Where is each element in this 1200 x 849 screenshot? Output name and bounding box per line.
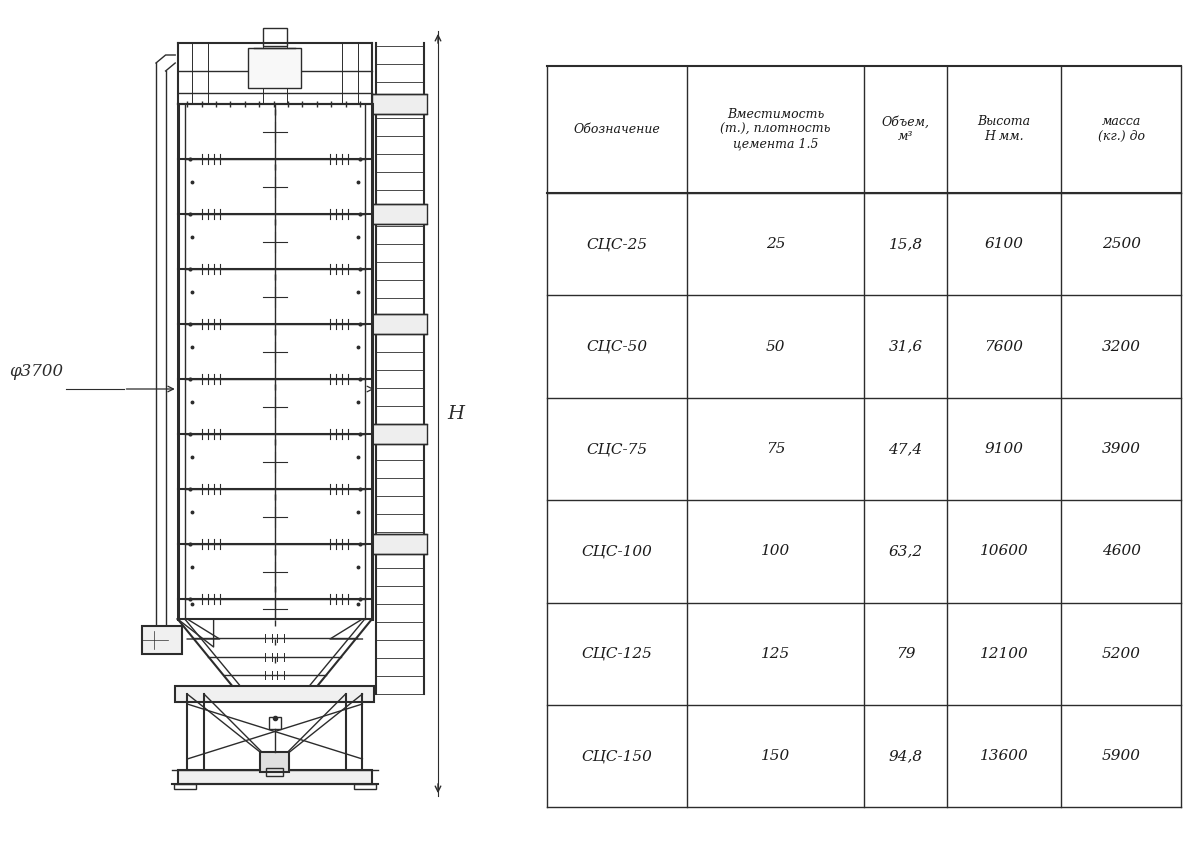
- Bar: [266, 768, 283, 776]
- Text: 5200: 5200: [1102, 647, 1141, 661]
- Text: СЦС-150: СЦС-150: [582, 749, 653, 763]
- Text: 63,2: 63,2: [888, 544, 923, 559]
- Text: Вместимость
(т.), плотность
цемента 1.5: Вместимость (т.), плотность цемента 1.5: [720, 108, 830, 151]
- Text: H: H: [448, 404, 464, 423]
- Bar: [372, 424, 427, 444]
- Text: 3900: 3900: [1102, 442, 1141, 456]
- Text: СЦС-100: СЦС-100: [582, 544, 653, 559]
- Bar: [248, 48, 301, 88]
- Text: 47,4: 47,4: [888, 442, 923, 456]
- Text: Объем,
м³: Объем, м³: [882, 115, 930, 143]
- Bar: [354, 784, 376, 789]
- Bar: [372, 314, 427, 334]
- Text: φ3700: φ3700: [10, 363, 64, 380]
- Text: 15,8: 15,8: [888, 237, 923, 251]
- Text: 4600: 4600: [1102, 544, 1141, 559]
- Bar: [372, 534, 427, 554]
- Text: 9100: 9100: [984, 442, 1024, 456]
- Text: 125: 125: [761, 647, 790, 661]
- Text: СЦС-25: СЦС-25: [587, 237, 648, 251]
- Text: 25: 25: [766, 237, 785, 251]
- Bar: [175, 686, 374, 702]
- Text: 94,8: 94,8: [888, 749, 923, 763]
- Text: 100: 100: [761, 544, 790, 559]
- Text: 3200: 3200: [1102, 340, 1141, 354]
- Bar: [174, 784, 196, 789]
- Bar: [260, 752, 289, 772]
- Text: 75: 75: [766, 442, 785, 456]
- Text: Обозначение: Обозначение: [574, 123, 660, 136]
- Text: 2500: 2500: [1102, 237, 1141, 251]
- Bar: [178, 770, 372, 784]
- Text: 150: 150: [761, 749, 790, 763]
- Text: СЦС-75: СЦС-75: [587, 442, 648, 456]
- Text: 5900: 5900: [1102, 749, 1141, 763]
- Text: Высота
Н мм.: Высота Н мм.: [977, 115, 1031, 143]
- Text: 31,6: 31,6: [888, 340, 923, 354]
- Bar: [372, 204, 427, 224]
- Text: 6100: 6100: [984, 237, 1024, 251]
- Text: СЦС-125: СЦС-125: [582, 647, 653, 661]
- Text: 10600: 10600: [979, 544, 1028, 559]
- Text: 50: 50: [766, 340, 785, 354]
- Bar: [142, 626, 182, 654]
- Text: 12100: 12100: [979, 647, 1028, 661]
- Text: 7600: 7600: [984, 340, 1024, 354]
- Bar: [269, 717, 281, 729]
- Bar: [263, 28, 287, 46]
- Text: СЦС-50: СЦС-50: [587, 340, 648, 354]
- Text: 79: 79: [895, 647, 916, 661]
- Text: масса
(кг.) до: масса (кг.) до: [1098, 115, 1145, 143]
- Bar: [372, 94, 427, 114]
- Text: 13600: 13600: [979, 749, 1028, 763]
